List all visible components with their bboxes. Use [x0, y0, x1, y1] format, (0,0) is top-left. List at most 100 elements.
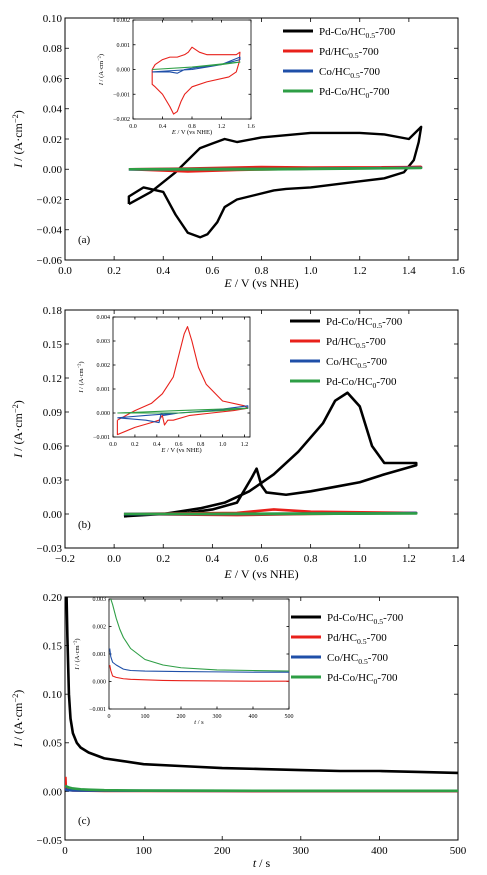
- x-tick-label: 1.4: [451, 553, 465, 565]
- inset-y-tick-label: 0.004: [97, 315, 111, 321]
- inset-x-tick-label: 0.6: [175, 442, 183, 448]
- inset-x-tick-label: 1.0: [219, 442, 227, 448]
- x-tick-label: 1.4: [402, 265, 416, 277]
- legend-label: Co/HC0.5-700: [327, 652, 388, 666]
- x-tick-label: 500: [450, 845, 467, 857]
- legend-label: Pd/HC0.5-700: [327, 632, 387, 646]
- y-tick-label: 0.18: [43, 305, 63, 317]
- inset-y-tick-label: −0.001: [93, 435, 110, 441]
- inset-series-pd-co-hc0-700: [152, 61, 241, 71]
- inset-x-tick-label: 1.2: [218, 124, 226, 130]
- inset-x-tick-label: 1.2: [241, 442, 249, 448]
- y-tick-label: −0.05: [37, 835, 63, 847]
- y-tick-label: 0.08: [43, 43, 63, 55]
- x-tick-label: 0.6: [206, 265, 220, 277]
- series-pd-co-hc0-700: [65, 784, 458, 793]
- inset-y-tick-label: 0.001: [97, 387, 111, 393]
- y-tick-label: 0.00: [43, 509, 63, 521]
- inset-plot-frame: [108, 598, 290, 710]
- inset-x-tick-label: 1.6: [247, 124, 255, 130]
- x-tick-label: 1.0: [304, 265, 318, 277]
- x-axis-label: E / V (vs NHE): [223, 276, 298, 290]
- legend-label: Pd-Co/HC0.5-700: [327, 612, 404, 626]
- y-tick-label: 0.00: [43, 786, 63, 798]
- x-tick-label: 200: [214, 845, 231, 857]
- series-pd-co-hc0-5-700: [123, 391, 418, 518]
- inset-y-tick-label: 0.000: [97, 411, 111, 417]
- y-tick-label: 0.03: [43, 475, 63, 487]
- x-tick-label: 0.4: [156, 265, 170, 277]
- y-tick-label: 0.12: [43, 373, 62, 385]
- inset-y-tick-label: −0.001: [113, 92, 130, 98]
- chart-panel-b: −0.2 0.0 0.2 0.4 0.6 0.8 1.0 1.2 1.4 −0.03 0.00 0.0…: [11, 305, 466, 581]
- x-tick-label: 0.0: [58, 265, 72, 277]
- inset-x-tick-label: 0.0: [129, 124, 137, 130]
- series-pd-co-hc0-5-700: [65, 597, 458, 775]
- panel-label: (c): [78, 815, 91, 827]
- series-pd-co-hc0-700: [123, 512, 418, 516]
- inset-x-axis-label: E / V (vs NHE): [160, 447, 201, 454]
- legend-label: Co/HC0.5-700: [319, 66, 380, 80]
- x-tick-label: −0.2: [55, 553, 75, 565]
- x-tick-label: 1.2: [353, 265, 367, 277]
- x-tick-label: 100: [135, 845, 152, 857]
- x-tick-label: 0.2: [156, 553, 170, 565]
- inset-x-tick-label: 0.2: [131, 442, 139, 448]
- inset-y-axis-label: I / (A·cm−2): [97, 54, 105, 86]
- plot-frame: [64, 17, 459, 261]
- y-tick-label: 0.15: [43, 339, 63, 351]
- x-tick-label: 1.6: [451, 265, 465, 277]
- y-axis-label: I / (A·cm−2): [11, 400, 25, 459]
- panel-label: (a): [78, 234, 91, 246]
- legend-label: Pd-Co/HC0.5-700: [326, 316, 403, 330]
- x-tick-label: 0.4: [206, 553, 220, 565]
- inset-x-tick-label: 0.8: [197, 442, 205, 448]
- inset-y-tick-label: 0.003: [97, 339, 111, 345]
- y-tick-label: −0.03: [37, 543, 63, 555]
- inset-y-tick-label: −0.001: [89, 707, 106, 713]
- x-tick-label: 0.0: [107, 553, 121, 565]
- legend-label: Pd/HC0.5-700: [319, 46, 379, 60]
- inset-series-pd-co-hc0-700: [110, 599, 289, 672]
- x-tick-label: 400: [371, 845, 388, 857]
- y-tick-label: 0.10: [43, 13, 63, 25]
- inset-x-tick-label: 0: [108, 714, 111, 720]
- y-tick-label: 0.02: [43, 134, 62, 146]
- x-tick-label: 0.6: [255, 553, 269, 565]
- inset-series-pd-hc0-5-700: [109, 664, 289, 682]
- y-tick-label: −0.04: [37, 225, 63, 237]
- inset-plot: 0 100 200 300 400 500 −0.001 0.000 0.001 0.002 0.0…: [73, 597, 294, 726]
- inset-y-tick-label: 0.002: [93, 625, 107, 631]
- inset-x-tick-label: 0.4: [153, 442, 161, 448]
- x-tick-label: 0.8: [255, 265, 269, 277]
- inset-x-tick-label: 300: [213, 714, 222, 720]
- inset-x-axis-label: E / V (vs NHE): [171, 129, 212, 136]
- y-axis-label: I / (A·cm−2): [11, 110, 25, 169]
- series-pd-co-hc0-700: [128, 166, 423, 171]
- y-tick-label: 0.09: [43, 407, 63, 419]
- legend-label: Pd-Co/HC0-700: [326, 376, 397, 390]
- legend-label: Co/HC0.5-700: [326, 356, 387, 370]
- x-tick-label: 1.2: [402, 553, 416, 565]
- inset-x-tick-label: 0.4: [159, 124, 167, 130]
- inset-series-co-hc0-5-700: [109, 648, 289, 673]
- y-tick-label: 0.05: [43, 738, 63, 750]
- legend-label: Pd/HC0.5-700: [326, 336, 386, 350]
- y-tick-label: −0.02: [37, 194, 62, 206]
- inset-y-tick-label: 0.001: [117, 43, 131, 49]
- y-tick-label: 0.10: [43, 689, 63, 701]
- inset-x-tick-label: 400: [249, 714, 258, 720]
- x-tick-label: 0.8: [304, 553, 318, 565]
- x-axis-label: t / s: [253, 856, 271, 870]
- x-tick-label: 0: [62, 845, 68, 857]
- inset-y-tick-label: 0.003: [93, 597, 107, 603]
- inset-y-tick-label: −0.002: [113, 117, 130, 123]
- inset-y-tick-label: 0.001: [93, 652, 107, 658]
- y-tick-label: 0.20: [43, 592, 63, 604]
- y-tick-label: 0.04: [43, 104, 63, 116]
- inset-series-pd-co-hc0-700: [117, 407, 249, 414]
- inset-series-co-hc0-5-700: [152, 56, 241, 74]
- inset-y-tick-label: 0.002: [97, 363, 111, 369]
- y-tick-label: −0.06: [37, 255, 63, 267]
